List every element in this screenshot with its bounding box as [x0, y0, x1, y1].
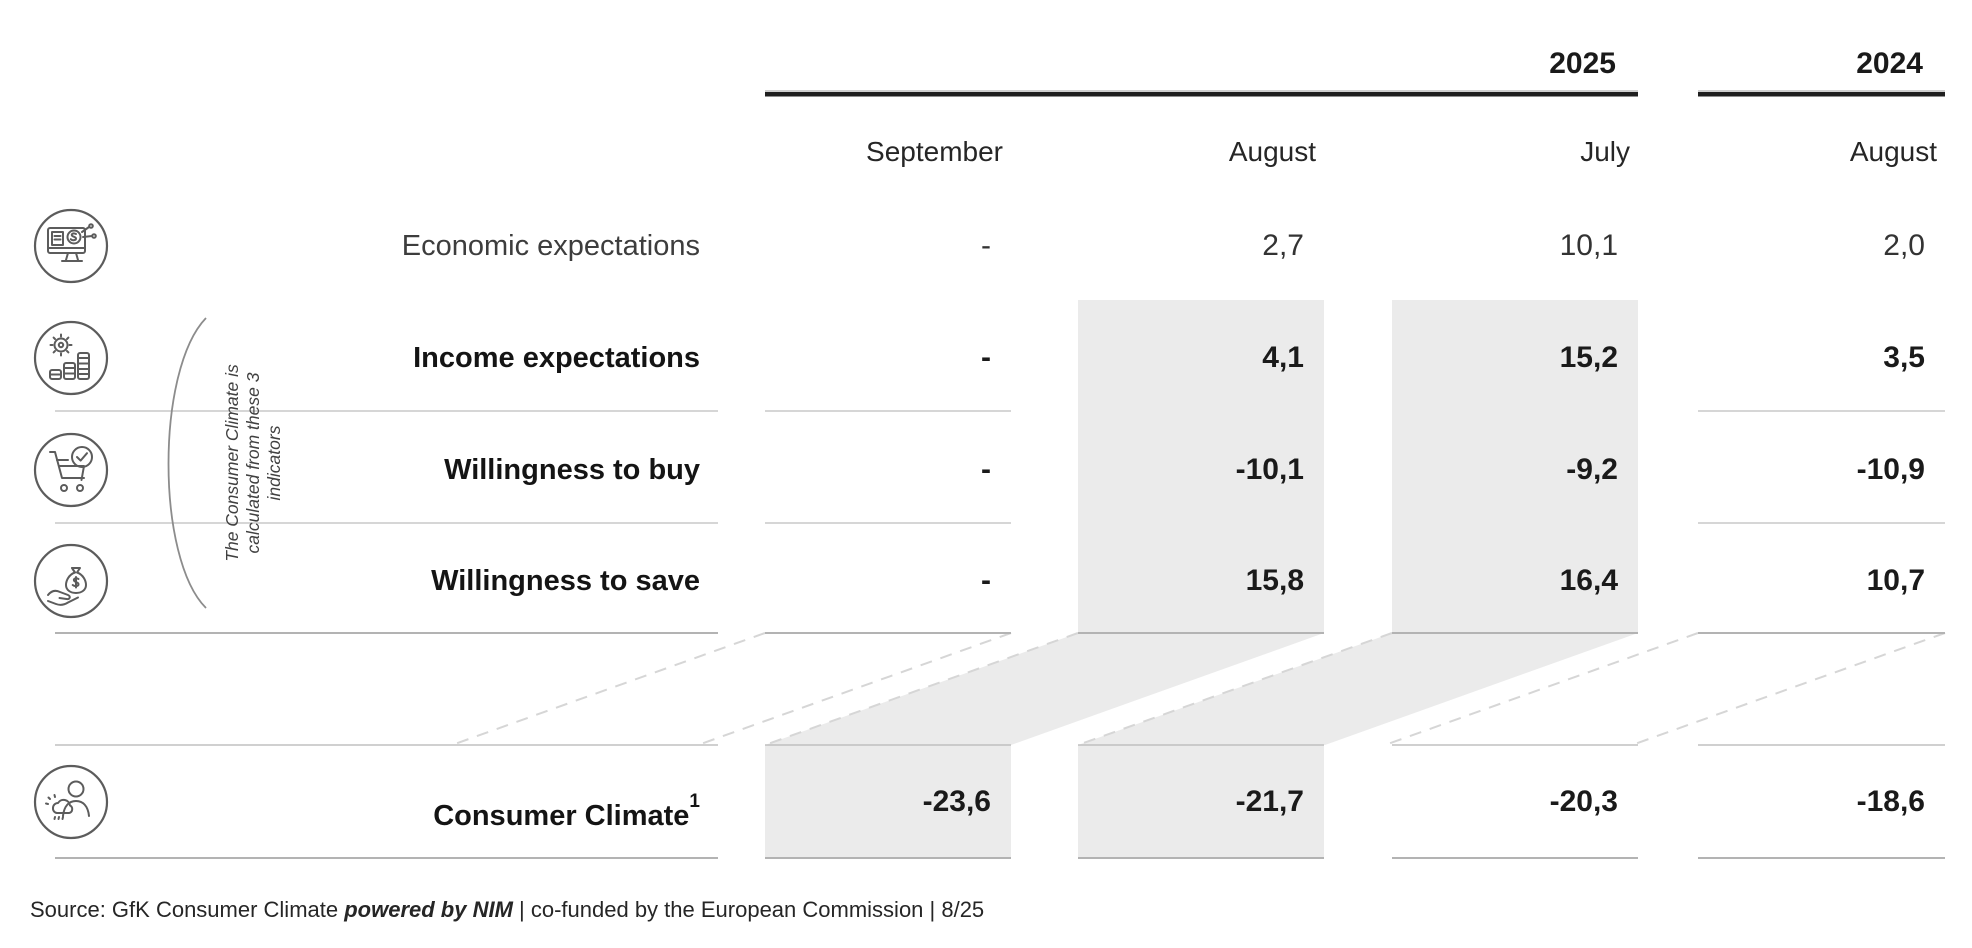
row-label-willingness-to-buy: Willingness to buy: [444, 454, 700, 486]
cell-economic-august: 2,7: [1262, 229, 1304, 262]
cell-save-august: 15,8: [1245, 564, 1304, 597]
row-label-income-expectations: Income expectations: [413, 342, 700, 374]
cell-climate-august: -21,7: [1235, 785, 1304, 818]
cell-income-september: -: [981, 341, 991, 374]
header-rule-shadow-2024: [1698, 90, 1945, 92]
row-label-willingness-to-save: Willingness to save: [431, 565, 700, 597]
shift-band-august-to-september: [765, 633, 1324, 745]
cell-buy-august-2024: -10,9: [1856, 453, 1925, 486]
highlight-cell-climate-september: [765, 745, 1011, 858]
consumer-climate-icon: [33, 764, 109, 840]
highlight-column-august-2025: [1078, 300, 1324, 633]
cell-buy-september: -: [981, 453, 991, 486]
highlight-column-july-2025: [1392, 300, 1638, 633]
cart-check-icon: [33, 432, 109, 508]
source-line: Source: GfK Consumer Climate powered by …: [30, 897, 984, 923]
cell-climate-july: -20,3: [1549, 785, 1618, 818]
year-header-2024: 2024: [1856, 47, 1923, 80]
cell-save-august-2024: 10,7: [1866, 564, 1925, 597]
cell-income-august-2024: 3,5: [1883, 341, 1925, 374]
income-coins-icon: [33, 320, 109, 396]
cell-economic-september: -: [981, 229, 991, 262]
year-header-2025: 2025: [1549, 47, 1616, 80]
economy-monitor-icon: [33, 208, 109, 284]
cell-economic-august-2024: 2,0: [1883, 229, 1925, 262]
cell-income-august: 4,1: [1262, 341, 1304, 374]
money-bag-hand-icon: [33, 543, 109, 619]
dashed-shift-guides: [451, 632, 1946, 746]
month-header-august-2025: August: [1228, 136, 1316, 167]
cell-income-july: 15,2: [1559, 341, 1618, 374]
cell-climate-september: -23,6: [922, 785, 991, 818]
cell-save-july: 16,4: [1559, 564, 1618, 597]
cell-buy-july: -9,2: [1566, 453, 1618, 486]
row-label-economic-expectations: Economic expectations: [401, 230, 700, 262]
indicator-group-note: The Consumer Climate is calculated from …: [222, 364, 284, 562]
source-prefix: Source: GfK Consumer Climate: [30, 897, 345, 922]
month-header-august-2024: August: [1849, 136, 1937, 167]
month-header-july-2025: July: [1580, 136, 1630, 167]
header-rule-shadow-2025: [765, 90, 1638, 92]
consumer-climate-footnote-marker: 1: [689, 791, 700, 812]
cell-economic-july: 10,1: [1559, 229, 1618, 262]
cell-buy-august: -10,1: [1235, 453, 1304, 486]
highlight-cell-climate-august: [1078, 745, 1324, 858]
month-header-september-2025: September: [866, 136, 1003, 167]
indicator-group-bracket: [167, 317, 207, 609]
row-separators: [55, 410, 1945, 524]
source-powered-by: powered by NIM: [344, 897, 513, 922]
cell-climate-august-2024: -18,6: [1856, 785, 1925, 818]
source-suffix: | co-funded by the European Commission |…: [512, 897, 985, 922]
row-label-consumer-climate: Consumer Climate1: [250, 783, 700, 832]
header-rule-2024: [1698, 92, 1945, 97]
header-rule-2025: [765, 92, 1638, 97]
consumer-climate-label-text: Consumer Climate: [433, 800, 690, 832]
shift-band-july-to-august: [1078, 633, 1638, 745]
cell-save-september: -: [981, 564, 991, 597]
